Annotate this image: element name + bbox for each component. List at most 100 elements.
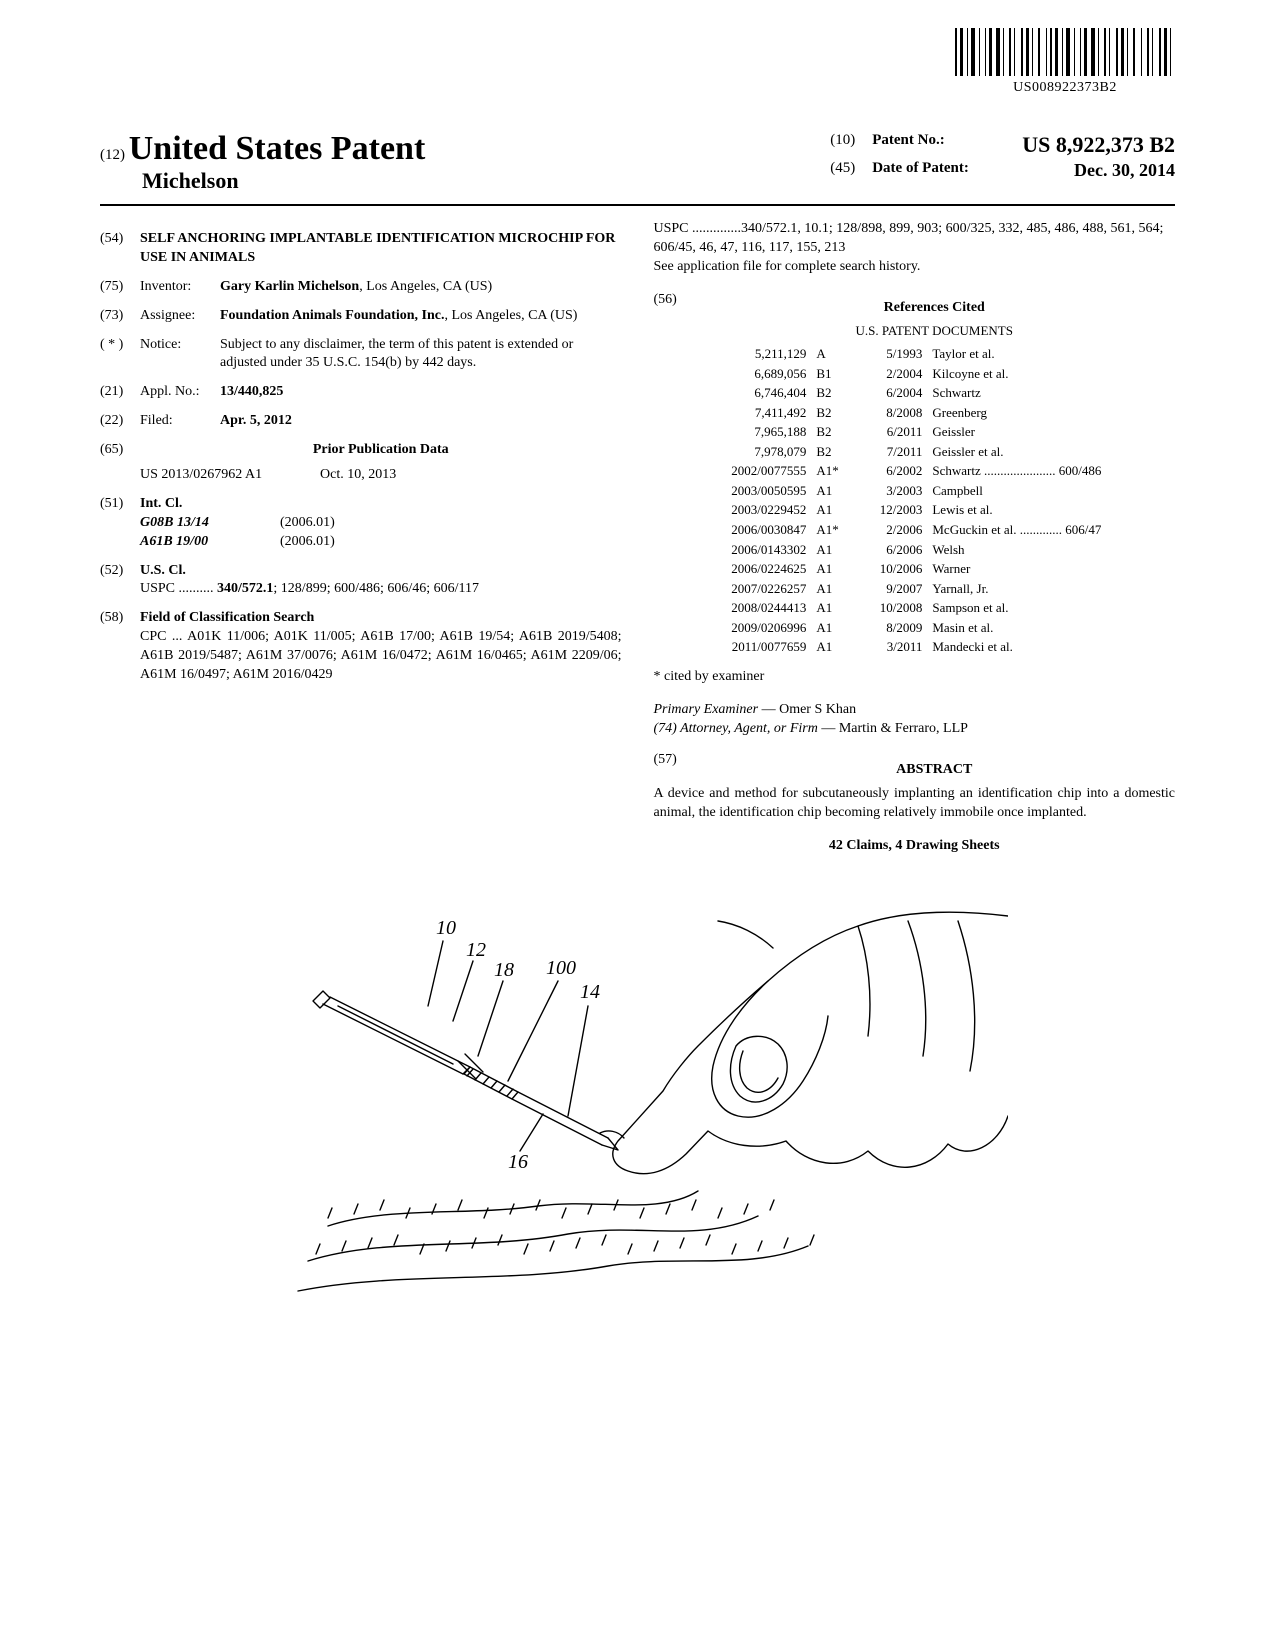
patent-header: (12) United States Patent Michelson (10)… [100, 130, 1175, 206]
examiner-label: Primary Examiner [654, 702, 759, 717]
doc-kind: United States Patent [129, 130, 426, 167]
bibliographic-columns: (54) SELF ANCHORING IMPLANTABLE IDENTIFI… [100, 220, 1175, 856]
title-entry: (54) SELF ANCHORING IMPLANTABLE IDENTIFI… [100, 230, 622, 268]
examiner-name: — Omer S Khan [758, 702, 856, 717]
svg-text:14: 14 [580, 981, 600, 1003]
uscl-bold: 340/572.1 [217, 581, 273, 596]
assignee-num: (73) [100, 307, 140, 326]
reference-row: 2003/0050595A13/2003Campbell [696, 482, 1174, 500]
prior-pub-head: Prior Publication Data [140, 441, 622, 460]
inventor-name: Gary Karlin Michelson [220, 279, 359, 294]
reference-row: 7,411,492B28/2008Greenberg [696, 404, 1174, 422]
see-application: See application file for complete search… [654, 258, 1176, 277]
uscl-head: U.S. Cl. [140, 562, 622, 581]
reference-row: 2011/0077659A13/2011Mandecki et al. [696, 638, 1174, 656]
svg-text:100: 100 [546, 957, 576, 979]
cpc-lead: CPC ... [140, 629, 182, 644]
appl-entry: (21) Appl. No.: 13/440,825 [100, 383, 622, 402]
intcl-row: A61B 19/00(2006.01) [140, 533, 622, 552]
attorney-name: — Martin & Ferraro, LLP [818, 721, 968, 736]
prior-pub-entry: (65) Prior Publication Data US 2013/0267… [100, 441, 622, 485]
reference-row: 2009/0206996A18/2009Masin et al. [696, 619, 1174, 637]
field-head: Field of Classification Search [140, 609, 622, 628]
svg-text:16: 16 [508, 1151, 528, 1173]
svg-text:10: 10 [436, 917, 456, 939]
header-left: (12) United States Patent Michelson [100, 130, 425, 194]
intcl-num: (51) [100, 495, 140, 552]
reference-row: 7,978,079B27/2011Geissler et al. [696, 443, 1174, 461]
reference-row: 2002/0077555A1*6/2002Schwartz ..........… [696, 462, 1174, 480]
doc-kind-num: (12) [100, 147, 125, 163]
prior-pub-id: US 2013/0267962 A1 [140, 466, 320, 485]
filed-val: Apr. 5, 2012 [220, 412, 622, 431]
intcl-rows: G08B 13/14(2006.01)A61B 19/00(2006.01) [140, 514, 622, 552]
patent-date: Dec. 30, 2014 [1022, 160, 1175, 181]
date-num: (45) [830, 160, 872, 181]
abstract-text: A device and method for subcutaneously i… [654, 785, 1176, 823]
notice-text: Subject to any disclaimer, the term of t… [220, 336, 622, 374]
attorney-label: (74) Attorney, Agent, or Firm [654, 721, 818, 736]
uscl-rest: ; 128/899; 600/486; 606/46; 606/117 [273, 581, 479, 596]
assignee-loc: , Los Angeles, CA (US) [444, 308, 577, 323]
appl-num: (21) [100, 383, 140, 402]
abstract-num: (57) [654, 751, 694, 786]
filed-label: Filed: [140, 412, 220, 431]
claims-line: 42 Claims, 4 Drawing Sheets [654, 837, 1176, 856]
refs-sub: U.S. PATENT DOCUMENTS [694, 322, 1176, 340]
uspc-block: USPC ..............340/572.1, 10.1; 128/… [654, 220, 1176, 277]
filed-entry: (22) Filed: Apr. 5, 2012 [100, 412, 622, 431]
svg-text:18: 18 [494, 959, 514, 981]
reference-row: 7,965,188B26/2011Geissler [696, 423, 1174, 441]
reference-row: 6,746,404B26/2004Schwartz [696, 384, 1174, 402]
references-table: 5,211,129A5/1993Taylor et al. 6,689,056B1… [694, 343, 1176, 658]
uscl-lead: USPC .......... [140, 581, 214, 596]
left-column: (54) SELF ANCHORING IMPLANTABLE IDENTIFI… [100, 220, 622, 856]
intcl-head: Int. Cl. [140, 495, 622, 514]
figure-area: 10 12 18 10014 16 [100, 886, 1175, 1341]
field-entry: (58) Field of Classification Search CPC … [100, 609, 622, 685]
notice-num: ( * ) [100, 336, 140, 374]
prior-pub-date: Oct. 10, 2013 [320, 466, 396, 485]
reference-row: 2008/0244413A110/2008Sampson et al. [696, 599, 1174, 617]
inventor-loc: , Los Angeles, CA (US) [359, 279, 492, 294]
inventor-label: Inventor: [140, 278, 220, 297]
assignee-label: Assignee: [140, 307, 220, 326]
notice-label: Notice: [140, 336, 220, 374]
svg-text:12: 12 [466, 939, 486, 961]
assignee-name: Foundation Animals Foundation, Inc. [220, 308, 444, 323]
refs-num: (56) [654, 291, 694, 658]
inventor-num: (75) [100, 278, 140, 297]
header-inventor: Michelson [142, 168, 425, 194]
patent-no: US 8,922,373 B2 [1022, 132, 1175, 158]
intcl-entry: (51) Int. Cl. G08B 13/14(2006.01)A61B 19… [100, 495, 622, 552]
reference-row: 5,211,129A5/1993Taylor et al. [696, 345, 1174, 363]
intcl-row: G08B 13/14(2006.01) [140, 514, 622, 533]
filed-num: (22) [100, 412, 140, 431]
uscl-num: (52) [100, 562, 140, 600]
patent-title: SELF ANCHORING IMPLANTABLE IDENTIFICATIO… [140, 230, 622, 268]
refs-head: References Cited [694, 299, 1176, 318]
reference-row: 6,689,056B12/2004Kilcoyne et al. [696, 365, 1174, 383]
reference-row: 2006/0030847A1*2/2006McGuckin et al. ...… [696, 521, 1174, 539]
barcode-number: US008922373B2 [955, 80, 1175, 96]
prior-pub-num: (65) [100, 441, 140, 485]
cited-by-examiner: * cited by examiner [654, 668, 1176, 687]
header-right: (10) Patent No.: US 8,922,373 B2 (45) Da… [830, 130, 1175, 194]
abstract-head: ABSTRACT [694, 761, 1176, 780]
inventor-entry: (75) Inventor: Gary Karlin Michelson, Lo… [100, 278, 622, 297]
date-label: Date of Patent: [872, 160, 1022, 181]
appl-val: 13/440,825 [220, 383, 622, 402]
right-column: USPC ..............340/572.1, 10.1; 128/… [654, 220, 1176, 856]
field-num: (58) [100, 609, 140, 685]
barcode-bars [955, 28, 1175, 76]
uscl-entry: (52) U.S. Cl. USPC .......... 340/572.1;… [100, 562, 622, 600]
title-num: (54) [100, 230, 140, 268]
patent-figure: 10 12 18 10014 16 [268, 886, 1008, 1336]
cpc-codes: A01K 11/006; A01K 11/005; A61B 17/00; A6… [140, 629, 622, 682]
barcode-region: US008922373B2 [955, 28, 1175, 96]
patent-no-num: (10) [830, 132, 872, 158]
appl-label: Appl. No.: [140, 383, 220, 402]
refs-entry: (56) References Cited U.S. PATENT DOCUME… [654, 291, 1176, 658]
patent-no-label: Patent No.: [872, 132, 1022, 158]
assignee-entry: (73) Assignee: Foundation Animals Founda… [100, 307, 622, 326]
